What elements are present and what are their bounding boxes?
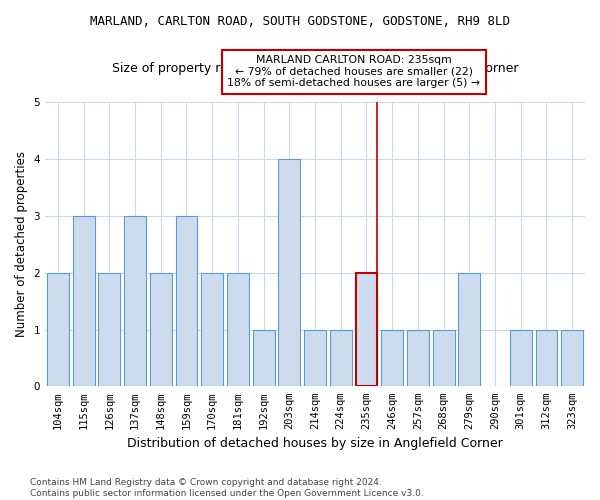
Title: Size of property relative to detached houses in Anglefield Corner: Size of property relative to detached ho… [112, 62, 518, 75]
Bar [536, 330, 557, 386]
Bar [458, 273, 480, 386]
Bar [47, 273, 69, 386]
Bar [304, 330, 326, 386]
Text: MARLAND CARLTON ROAD: 235sqm
← 79% of detached houses are smaller (22)
18% of se: MARLAND CARLTON ROAD: 235sqm ← 79% of de… [227, 55, 480, 88]
Bar [176, 216, 197, 386]
Bar [124, 216, 146, 386]
Text: MARLAND, CARLTON ROAD, SOUTH GODSTONE, GODSTONE, RH9 8LD: MARLAND, CARLTON ROAD, SOUTH GODSTONE, G… [90, 15, 510, 28]
Bar [150, 273, 172, 386]
Bar [73, 216, 95, 386]
Bar [253, 330, 275, 386]
Bar [227, 273, 249, 386]
Y-axis label: Number of detached properties: Number of detached properties [15, 152, 28, 338]
X-axis label: Distribution of detached houses by size in Anglefield Corner: Distribution of detached houses by size … [127, 437, 503, 450]
Bar [433, 330, 455, 386]
Bar [381, 330, 403, 386]
Bar [407, 330, 429, 386]
Bar [330, 330, 352, 386]
Bar [356, 273, 377, 386]
Bar [201, 273, 223, 386]
Bar [278, 159, 300, 386]
Bar [561, 330, 583, 386]
Bar [98, 273, 120, 386]
Text: Contains HM Land Registry data © Crown copyright and database right 2024.
Contai: Contains HM Land Registry data © Crown c… [30, 478, 424, 498]
Bar [510, 330, 532, 386]
